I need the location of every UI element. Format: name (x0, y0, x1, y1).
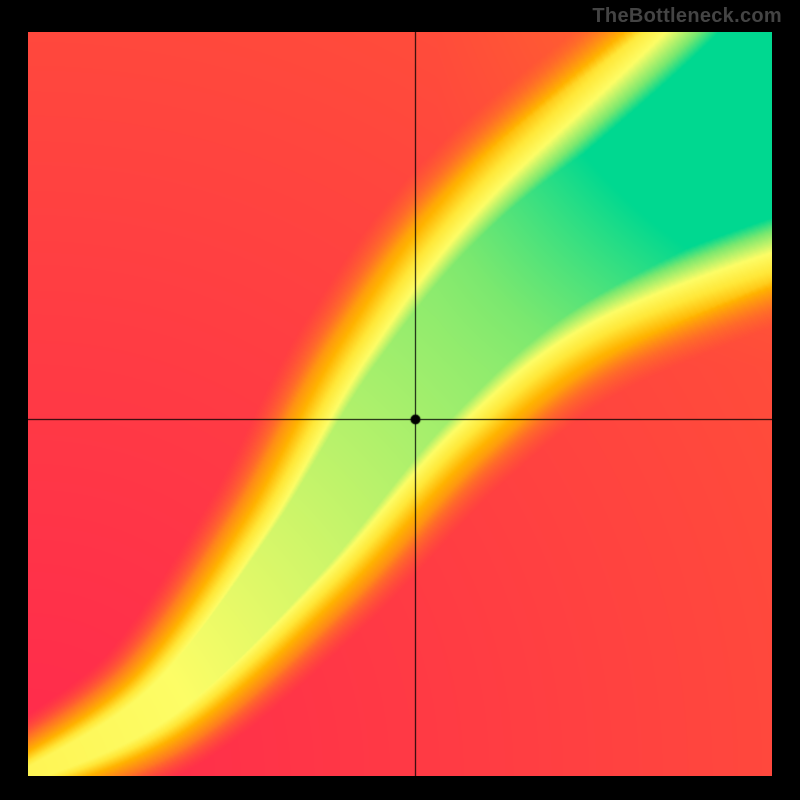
chart-container: TheBottleneck.com (0, 0, 800, 800)
bottleneck-heatmap-canvas (28, 32, 772, 776)
attribution-label: TheBottleneck.com (592, 5, 782, 28)
